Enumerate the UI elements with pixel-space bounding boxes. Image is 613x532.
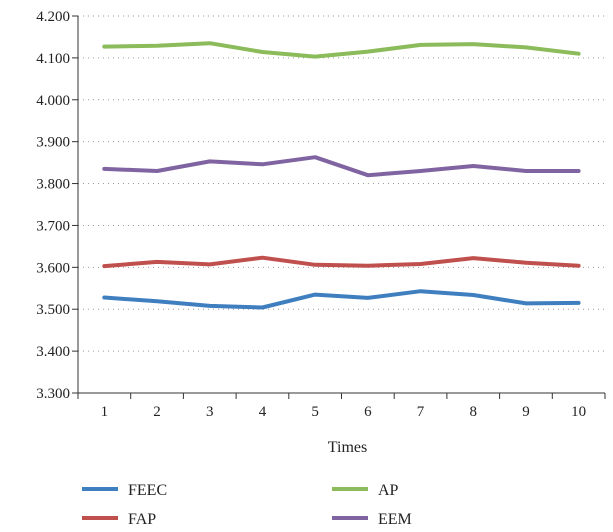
y-tick-label: 4.100 [36, 51, 70, 67]
x-tick-label: 5 [311, 404, 319, 420]
y-tick-label: 3.800 [36, 177, 70, 193]
y-tick-label: 4.200 [36, 9, 70, 25]
x-tick-label: 9 [522, 404, 530, 420]
y-tick-label: 3.600 [36, 260, 70, 276]
x-axis-label: Times [328, 439, 367, 456]
series-lines [102, 41, 581, 310]
legend-label-fap: FAP [128, 511, 156, 528]
y-tick-labels: 3.300 3.400 3.500 3.600 3.700 3.800 3.900 4.000… [36, 9, 70, 402]
y-tick-label: 3.500 [36, 302, 70, 318]
x-tick-label: 7 [417, 404, 425, 420]
x-tick-label: 8 [470, 404, 478, 420]
x-tick-label: 1 [101, 404, 109, 420]
legend-label-ap: AP [378, 482, 399, 499]
series-line-eem [102, 155, 581, 178]
series-line-fap [102, 255, 581, 269]
y-tick-label: 3.900 [36, 135, 70, 151]
x-tick-label: 2 [153, 404, 161, 420]
series-line-ap [102, 41, 581, 59]
x-tick-label: 4 [259, 404, 267, 420]
x-tick-labels: 1 2 3 4 5 6 7 8 9 10 [101, 404, 587, 420]
y-tick-label: 3.300 [36, 386, 70, 402]
axes [72, 15, 606, 399]
legend-label-eem: EEM [378, 511, 412, 528]
y-tick-label: 3.400 [36, 344, 70, 360]
y-tick-label: 4.000 [36, 93, 70, 109]
x-tick-label: 10 [571, 404, 586, 420]
legend: FEEC FAP AP EEM [82, 482, 412, 528]
series-line-feec [102, 289, 581, 310]
x-tick-label: 6 [364, 404, 372, 420]
y-tick-label: 3.700 [36, 218, 70, 234]
legend-label-feec: FEEC [128, 482, 167, 499]
x-tick-label: 3 [206, 404, 214, 420]
